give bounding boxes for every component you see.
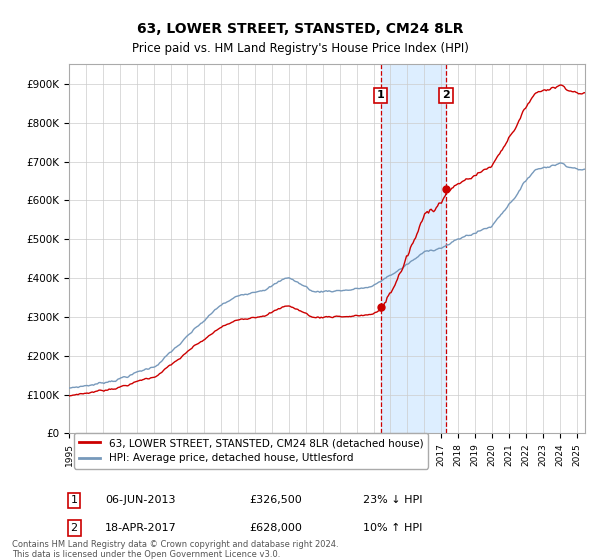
Bar [381,64,446,433]
Text: 10% ↑ HPI: 10% ↑ HPI [363,523,422,533]
Legend: 63, LOWER STREET, STANSTED, CM24 8LR (detached house), HPI: Average price, detac: 63, LOWER STREET, STANSTED, CM24 8LR (de… [74,433,428,469]
Text: £326,500: £326,500 [250,496,302,505]
Text: £628,000: £628,000 [250,523,302,533]
Text: Price paid vs. HM Land Registry's House Price Index (HPI): Price paid vs. HM Land Registry's House … [131,42,469,55]
Text: 2: 2 [442,91,450,100]
Text: Contains HM Land Registry data © Crown copyright and database right 2024.
This d: Contains HM Land Registry data © Crown c… [12,540,338,559]
Text: 23% ↓ HPI: 23% ↓ HPI [363,496,422,505]
Text: 18-APR-2017: 18-APR-2017 [105,523,177,533]
Text: 06-JUN-2013: 06-JUN-2013 [105,496,176,505]
Text: 2: 2 [71,523,78,533]
Text: 1: 1 [377,91,385,100]
Text: 63, LOWER STREET, STANSTED, CM24 8LR: 63, LOWER STREET, STANSTED, CM24 8LR [137,22,463,36]
Text: 1: 1 [71,496,77,505]
